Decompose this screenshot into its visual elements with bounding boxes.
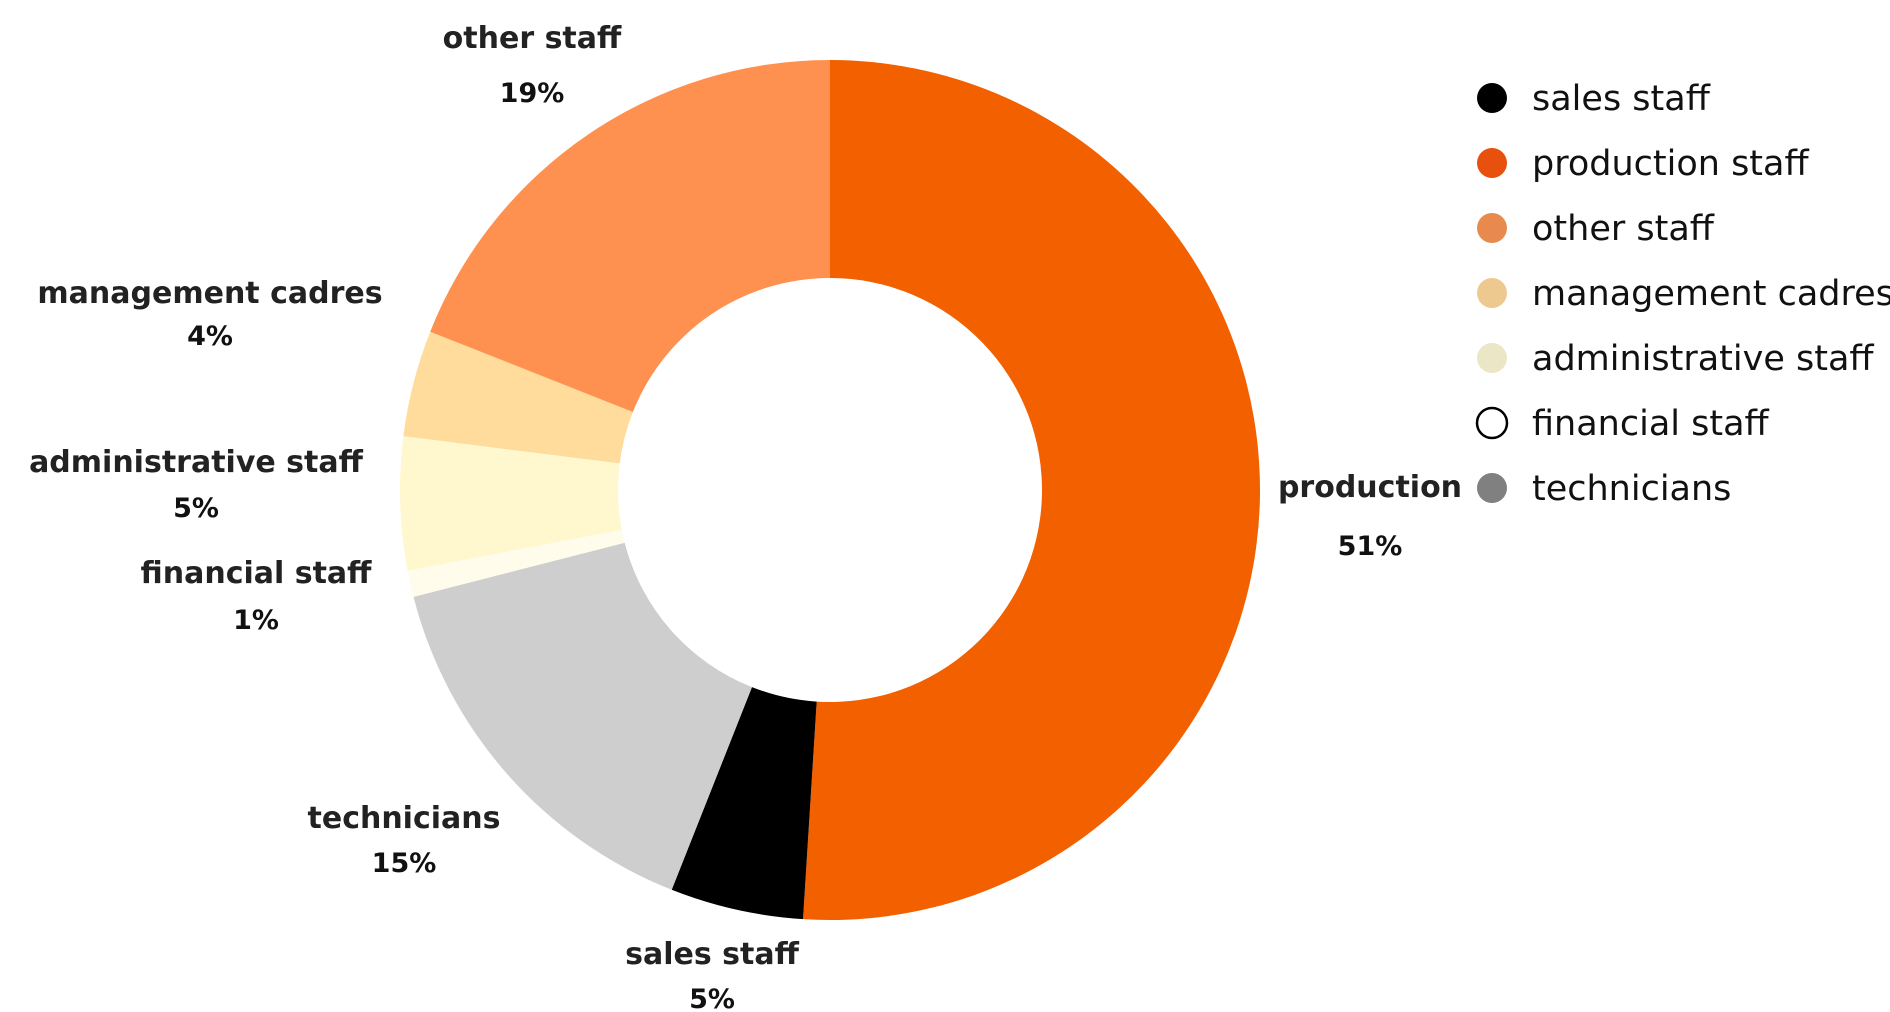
legend-label-other-staff: other staff bbox=[1532, 209, 1715, 249]
slice-value-technicians: 15% bbox=[372, 848, 437, 879]
slice-label-sales-staff: sales staff bbox=[625, 937, 799, 972]
slice-label-other-staff: other staff bbox=[443, 21, 622, 56]
slice-value-sales-staff: 5% bbox=[689, 984, 735, 1012]
slice-value-financial-staff: 1% bbox=[233, 605, 279, 636]
legend-marker-sales-staff bbox=[1477, 83, 1507, 113]
legend-marker-management-cadres bbox=[1477, 278, 1507, 308]
slice-value-production: 51% bbox=[1338, 531, 1403, 562]
slice-financial-staff bbox=[407, 529, 625, 597]
legend-marker-other-staff bbox=[1477, 213, 1507, 243]
legend-label-management-cadres: management cadres bbox=[1532, 274, 1890, 314]
slice-label-financial-staff: financial staff bbox=[141, 556, 373, 591]
slice-technicians bbox=[413, 542, 752, 890]
legend-marker-technicians bbox=[1477, 473, 1507, 503]
legend-marker-financial-staff bbox=[1475, 406, 1509, 440]
legend-label-production-staff: production staff bbox=[1532, 144, 1809, 184]
slice-value-administrative-staff: 5% bbox=[173, 493, 219, 524]
legend-label-financial-staff: financial staff bbox=[1532, 404, 1770, 444]
slice-management-cadres bbox=[403, 331, 633, 464]
donut-slices bbox=[400, 60, 1261, 921]
legend-label-technicians: technicians bbox=[1532, 469, 1731, 509]
slice-production bbox=[803, 60, 1261, 921]
legend-label-sales-staff: sales staff bbox=[1532, 79, 1711, 119]
slice-label-technicians: technicians bbox=[308, 801, 501, 836]
slice-label-administrative-staff: administrative staff bbox=[29, 445, 364, 480]
slice-value-other-staff: 19% bbox=[500, 78, 565, 109]
slice-labels: production 51% sales staff 5% technicians 15%… bbox=[29, 21, 1462, 1012]
legend: sales staff production staff other staff ma… bbox=[1475, 79, 1890, 509]
slice-sales-staff bbox=[671, 687, 817, 920]
slice-value-management-cadres: 4% bbox=[187, 321, 233, 352]
slice-other-staff bbox=[430, 60, 830, 412]
legend-label-administrative-staff: administrative staff bbox=[1532, 339, 1874, 379]
slice-label-management-cadres: management cadres bbox=[37, 276, 382, 311]
legend-marker-administrative-staff bbox=[1477, 343, 1507, 373]
slice-administrative-staff bbox=[400, 436, 622, 571]
slice-label-production: production bbox=[1278, 470, 1462, 505]
legend-marker-production-staff bbox=[1477, 148, 1507, 178]
